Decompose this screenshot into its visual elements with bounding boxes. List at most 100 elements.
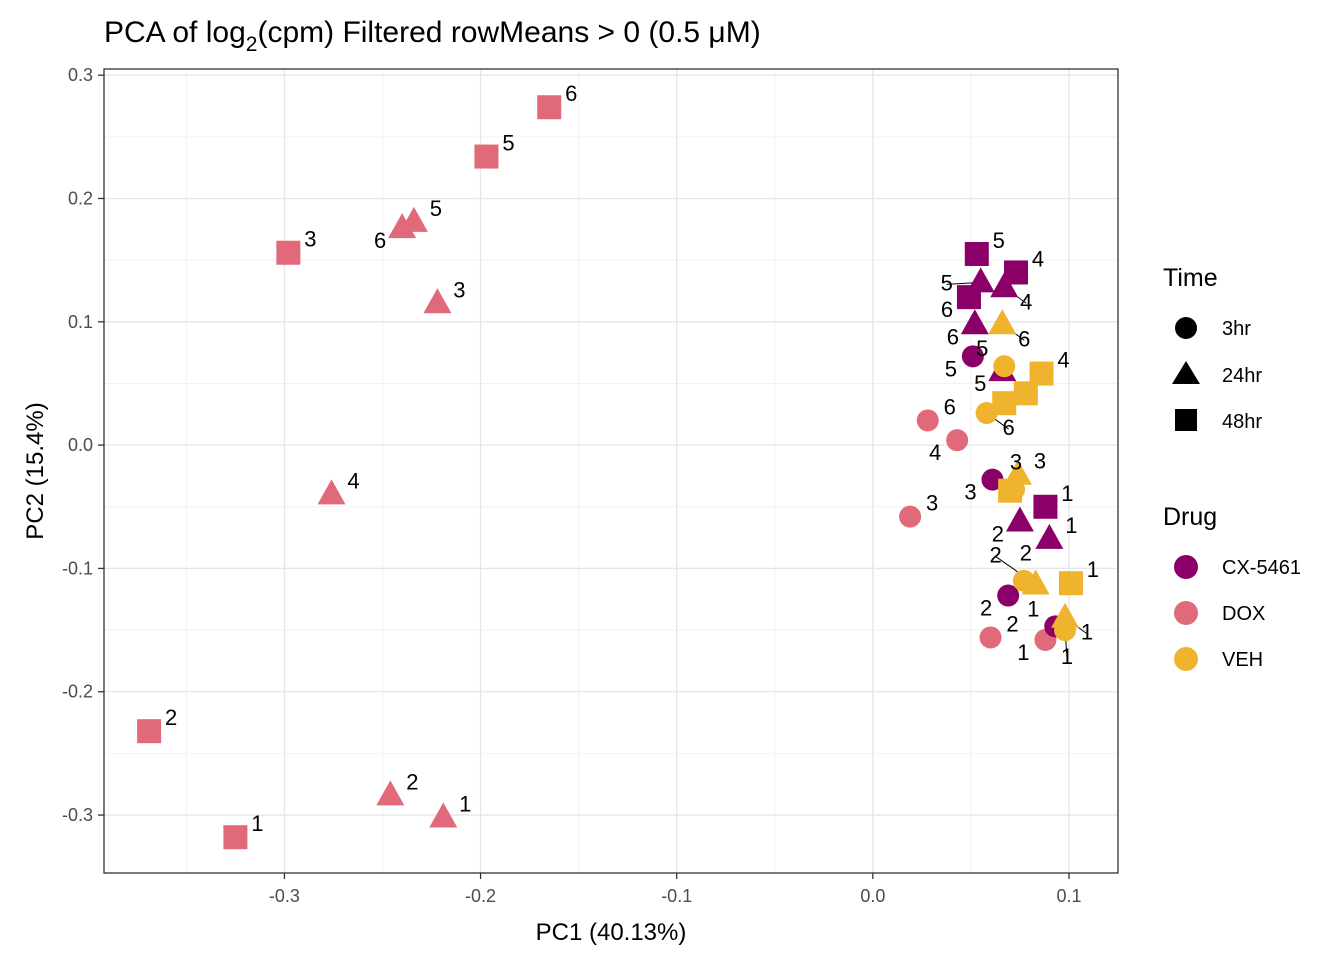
point-veh-24hr [1051, 602, 1080, 628]
legend-time-24hr: 24hr [1222, 365, 1262, 387]
y-axis-label: PC2 (15.4%) [22, 402, 49, 539]
point-veh-3hr [993, 355, 1016, 378]
point-veh-3hr [1003, 478, 1026, 501]
point-label: 6 [941, 297, 953, 322]
point-label: 2 [1006, 611, 1018, 636]
point-veh-24hr [988, 309, 1017, 335]
point-label: 4 [347, 468, 359, 493]
point-dox-24hr [376, 780, 405, 806]
point-veh-24hr [1003, 459, 1032, 485]
point-label: 3 [1010, 449, 1022, 474]
y-axis-ticks: -0.3 -0.2 -0.1 0.0 0.1 0.2 0.3 [62, 65, 104, 825]
point-label: 6 [1018, 326, 1030, 351]
point-label: 2 [165, 705, 177, 730]
legend-drug-veh: VEH [1222, 649, 1263, 671]
point-label: 4 [1032, 246, 1044, 271]
point-cx5461-24hr [1035, 523, 1064, 549]
point-dox-24hr [388, 213, 417, 239]
point-label: 3 [453, 277, 465, 302]
point-label: 2 [406, 769, 418, 794]
point-cx5461-24hr [960, 309, 989, 335]
x-tick-label: 0.0 [860, 886, 885, 906]
point-label: 6 [944, 394, 956, 419]
x-tick-label: 0.1 [1056, 886, 1081, 906]
legend-dot-cx5461 [1174, 555, 1198, 579]
x-axis-ticks: -0.3 -0.2 -0.1 0.0 0.1 [269, 873, 1081, 906]
point-label: 5 [430, 196, 442, 221]
point-dox-3hr [899, 505, 922, 528]
point-dox-48hr [137, 719, 162, 744]
y-tick-label: 0.2 [68, 188, 93, 208]
point-label: 4 [1020, 289, 1032, 314]
plot-border [103, 68, 1119, 874]
chart-title: PCA of log2(cpm) Filtered rowMeans > 0 (… [104, 16, 761, 56]
legend-drug: Drug CX-5461 DOX VEH [1163, 503, 1301, 671]
y-tick-label: -0.3 [62, 805, 93, 825]
y-tick-label: -0.2 [62, 682, 93, 702]
point-label: 1 [1061, 644, 1073, 669]
point-cx5461-24hr [1005, 506, 1034, 532]
data-points [137, 95, 1083, 850]
point-dox-48hr [537, 95, 562, 120]
point-dox-3hr [946, 429, 969, 452]
point-label: 5 [974, 371, 986, 396]
legend-dot-veh [1174, 647, 1198, 671]
point-dox-24hr [429, 802, 458, 828]
legend-circle-icon [1175, 317, 1197, 339]
point-label: 6 [374, 228, 386, 253]
point-label: 1 [1027, 596, 1039, 621]
point-label: 5 [945, 356, 957, 381]
legend-drug-cx5461: CX-5461 [1222, 557, 1301, 579]
point-label: 6 [947, 324, 959, 349]
point-cx5461-24hr [966, 267, 995, 293]
point-dox-24hr [423, 288, 452, 314]
point-dox-24hr [317, 479, 346, 505]
x-tick-label: -0.2 [465, 886, 496, 906]
point-label: 1 [1061, 481, 1073, 506]
point-cx5461-24hr [990, 272, 1019, 298]
point-cx5461-48hr [964, 241, 989, 266]
point-label: 2 [989, 542, 1001, 567]
y-tick-label: -0.1 [62, 558, 93, 578]
point-label: 6 [1002, 415, 1014, 440]
point-label: 6 [565, 81, 577, 106]
y-tick-label: 0.3 [68, 65, 93, 85]
point-label: 5 [502, 131, 514, 156]
point-label: 5 [993, 228, 1005, 253]
major-gridlines [104, 69, 1118, 873]
point-label: 3 [926, 491, 938, 516]
point-label: 3 [964, 480, 976, 505]
point-label: 5 [976, 336, 988, 361]
point-label: 1 [1017, 640, 1029, 665]
point-cx5461-3hr [961, 345, 984, 368]
plot-panel [104, 69, 1118, 873]
point-dox-48hr [276, 240, 301, 265]
point-dox-3hr [916, 409, 939, 432]
point-dox-48hr [223, 825, 248, 850]
minor-gridlines [104, 69, 1118, 873]
point-label: 1 [1087, 557, 1099, 582]
y-tick-label: 0.1 [68, 312, 93, 332]
point-cx5461-3hr [997, 584, 1020, 607]
legend-drug-title: Drug [1163, 503, 1217, 531]
point-veh-3hr [1012, 569, 1035, 592]
legend-time-title: Time [1163, 264, 1218, 292]
x-tick-label: -0.3 [269, 886, 300, 906]
point-dox-48hr [474, 144, 499, 169]
point-cx5461-3hr [981, 468, 1004, 491]
point-label: 4 [929, 440, 941, 465]
x-tick-label: -0.1 [661, 886, 692, 906]
point-veh-48hr [1013, 381, 1038, 406]
legend-drug-dox: DOX [1222, 603, 1265, 625]
point-label: 3 [1034, 449, 1046, 474]
point-label: 3 [304, 227, 316, 252]
point-label: 2 [1020, 541, 1032, 566]
point-label: 1 [251, 811, 263, 836]
legend-triangle-icon [1172, 361, 1200, 384]
point-label: 1 [1065, 513, 1077, 538]
point-label: 1 [1081, 620, 1093, 645]
point-cx5461-48hr [1033, 494, 1058, 519]
point-label: 1 [459, 792, 471, 817]
